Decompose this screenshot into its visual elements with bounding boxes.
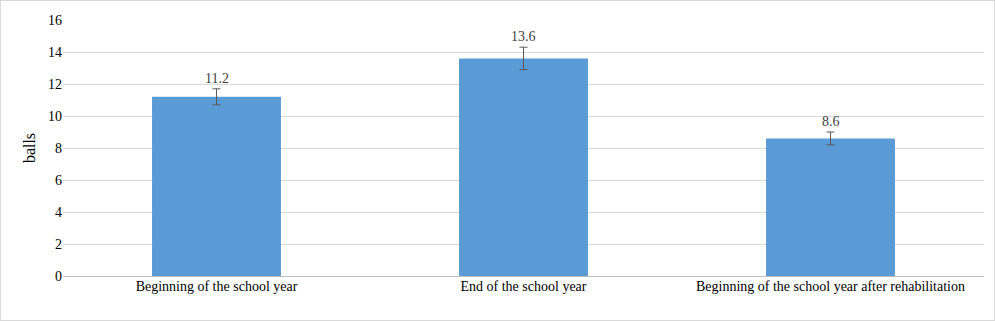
svg-text:12: 12 [48,77,62,92]
svg-text:End of the school year: End of the school year [461,279,587,294]
svg-text:8: 8 [55,141,62,156]
svg-text:10: 10 [48,109,62,124]
svg-text:Beginning of the school year: Beginning of the school year [136,279,298,294]
svg-text:8.6: 8.6 [822,114,840,129]
svg-text:11.2: 11.2 [205,71,229,86]
svg-text:2: 2 [55,237,62,252]
svg-text:0: 0 [55,269,62,284]
svg-text:13.6: 13.6 [511,29,536,44]
svg-text:balls: balls [21,133,38,163]
svg-text:14: 14 [48,45,62,60]
svg-text:6: 6 [55,173,62,188]
svg-text:Beginning of the school year a: Beginning of the school year after rehab… [696,279,965,294]
svg-text:4: 4 [55,205,62,220]
svg-text:16: 16 [48,13,62,28]
